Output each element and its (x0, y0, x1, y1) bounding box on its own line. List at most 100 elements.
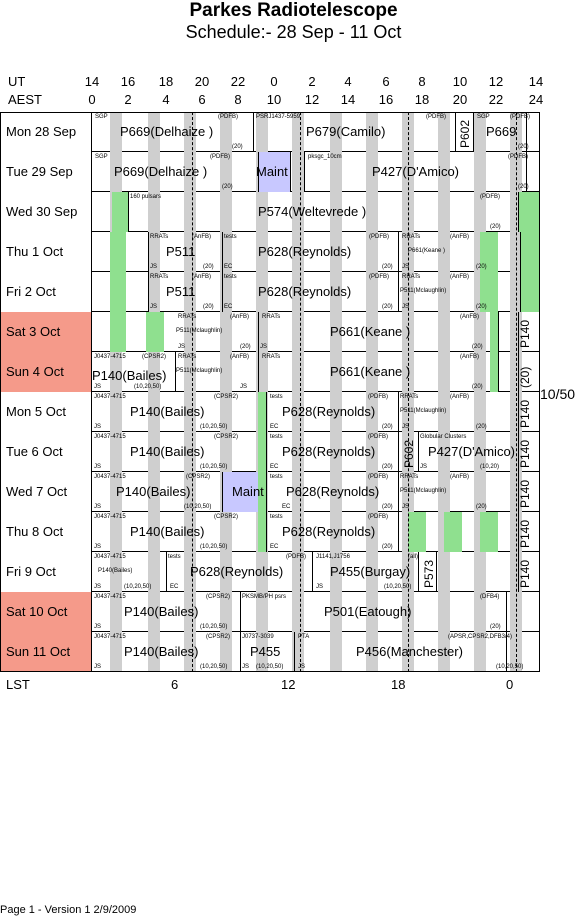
block-label: P140(Bailes) (130, 444, 205, 459)
schedule-row: RRATs (AnFB) tests P511 P628(Reynolds) (PDFB)… (0, 232, 540, 272)
block-divider (240, 632, 241, 672)
hour-stripe (474, 552, 486, 592)
block-note: JS (316, 584, 324, 590)
hour-stripe (184, 592, 196, 632)
hour-stripe (366, 232, 378, 272)
hour-stripe (256, 232, 268, 272)
hour-stripe (148, 432, 160, 472)
aest-tick: 10 (266, 92, 282, 107)
block-note: (AnFB) (450, 394, 470, 400)
open-slot (146, 312, 164, 352)
hour-stripe (220, 152, 232, 192)
block-note: (CPSR2) (214, 514, 239, 520)
block-note: (CPSR2) (214, 434, 239, 440)
block-label: P427(D'Amico) (428, 444, 516, 459)
block-note: J0437-4715 (94, 434, 126, 440)
block-note: JS (150, 304, 158, 310)
lst-dash-line (516, 112, 517, 672)
hour-stripe (330, 112, 342, 152)
day-label: Fri 2 Oct (0, 272, 92, 312)
hour-stripe (330, 152, 342, 192)
block-note: SGP (95, 154, 108, 160)
hour-stripe (330, 392, 342, 432)
open-slot (520, 232, 540, 272)
hour-stripe (474, 592, 486, 632)
hour-stripe (148, 192, 160, 232)
block-note: J0437-4715 (94, 474, 126, 480)
block-note: JS (242, 664, 250, 670)
block-note: RRATs (178, 354, 197, 360)
hour-stripe (256, 272, 268, 312)
block-label: P628(Reynolds) (258, 244, 352, 259)
open-slot (518, 192, 540, 232)
ut-tick: 14 (84, 74, 100, 89)
block-note: JS (178, 344, 186, 350)
hour-stripe (330, 192, 342, 232)
block-label: P140(Bailes) (130, 524, 205, 539)
block-note: JS (402, 264, 410, 270)
aest-tick: 12 (304, 92, 320, 107)
block-note: JS (402, 304, 410, 310)
block-note: P511(Mclaughlin) (400, 288, 447, 294)
block-divider (518, 352, 519, 392)
day-label: Mon 5 Oct (0, 392, 92, 432)
block-divider (258, 312, 259, 352)
hour-stripe (110, 112, 122, 152)
block-note: RRATs (400, 394, 419, 400)
block-note: (10,20,50) (200, 424, 228, 430)
block-note: JS (240, 384, 248, 390)
block-divider (518, 472, 519, 512)
aest-tick: 18 (414, 92, 430, 107)
block-label: P628(Reynolds) (190, 564, 284, 579)
ut-tick: 20 (194, 74, 210, 89)
block-divider (518, 432, 519, 472)
hour-stripe (438, 432, 450, 472)
block-divider (506, 592, 507, 632)
hour-stripe (184, 432, 196, 472)
block-divider (312, 552, 313, 592)
aest-label: AEST (8, 92, 42, 107)
hour-stripe (292, 272, 304, 312)
hour-stripe (438, 272, 450, 312)
block-divider (266, 472, 267, 512)
block-note: tests (270, 474, 283, 480)
block-note: JS (420, 464, 428, 470)
block-divider (266, 512, 267, 552)
day-label: Wed 30 Sep (0, 192, 92, 232)
hour-stripe (474, 352, 486, 392)
block-note: (20) (490, 224, 501, 230)
block-divider (520, 272, 521, 312)
block-label: P456(Manchester) (356, 644, 463, 659)
block-note: (20) (232, 144, 243, 150)
hour-stripe (292, 232, 304, 272)
block-note: (CPSR2) (206, 594, 231, 600)
aest-tick: 8 (234, 92, 242, 107)
block-note: tests (270, 514, 283, 520)
block-note: P511(Mclaughlin) (400, 408, 447, 414)
hour-stripe (220, 432, 232, 472)
hour-stripe (292, 312, 304, 352)
ut-tick: 10 (452, 74, 468, 89)
block-note: (AnFB) (450, 234, 470, 240)
block-note: (20) (203, 304, 214, 310)
open-slot (110, 272, 126, 312)
block-label: P669(Delhaize ) (114, 164, 208, 179)
hour-stripe (438, 552, 450, 592)
block-note: PTA (298, 634, 310, 640)
block-divider (222, 272, 223, 312)
maint-slot (222, 472, 258, 512)
block-divider (266, 432, 267, 472)
ut-tick: 4 (344, 74, 352, 89)
block-label: P661(Keane ) (330, 324, 411, 339)
block-note: (20) (382, 464, 393, 470)
open-slot (258, 512, 266, 552)
hour-stripe (292, 592, 304, 632)
open-slot (112, 192, 128, 232)
block-note: pksgc_10cm (308, 154, 342, 160)
hour-stripe (366, 552, 378, 592)
block-note: JS (150, 264, 158, 270)
block-note: RRATs (262, 354, 281, 360)
open-slot (408, 512, 426, 552)
block-note: RRATs (262, 314, 281, 320)
block-note: (AnFB) (230, 314, 250, 320)
